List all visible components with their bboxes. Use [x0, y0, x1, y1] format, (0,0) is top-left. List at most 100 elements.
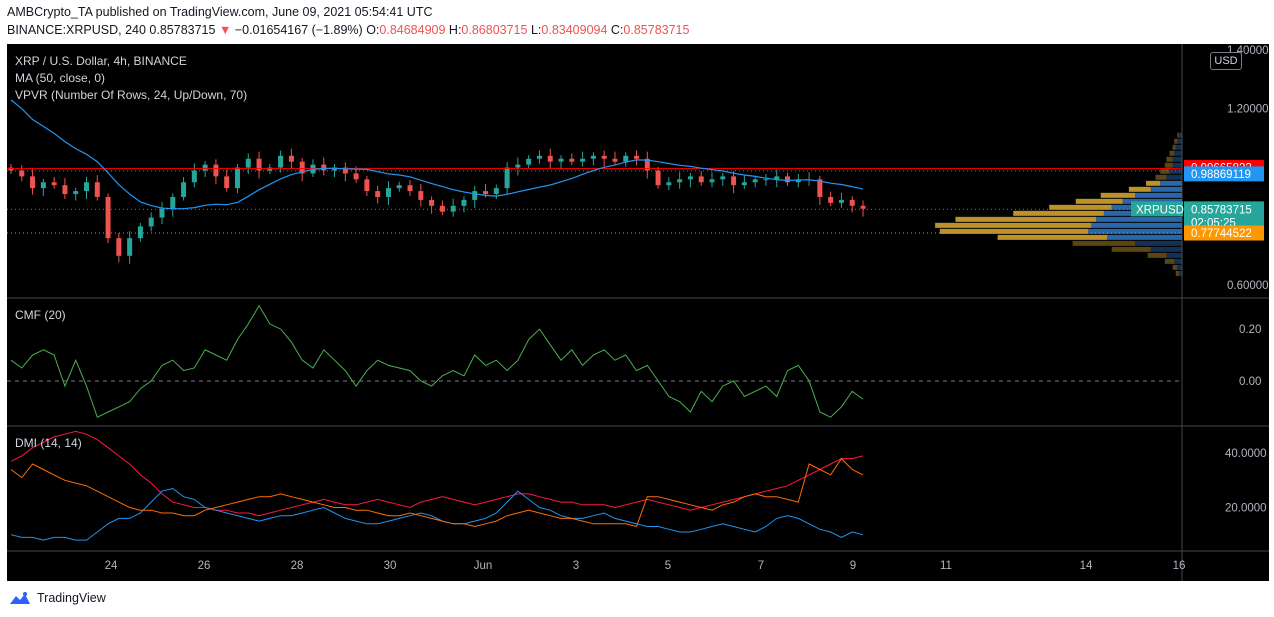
candle-body	[148, 217, 154, 227]
time-axis-tick: 11	[940, 560, 952, 572]
candle-body	[601, 155, 607, 159]
candle-body	[547, 155, 553, 162]
vpvr-down-bar	[997, 234, 1107, 240]
time-axis-tick: 16	[1173, 560, 1186, 572]
high-value: 0.86803715	[461, 23, 528, 37]
vpvr-down-bar	[1072, 240, 1136, 246]
vpvr-down-bar	[1147, 252, 1167, 258]
vpvr-up-bar	[1174, 258, 1182, 264]
candle-body	[40, 182, 46, 189]
vpvr-down-bar	[1128, 186, 1151, 192]
dmi-plus-line	[10, 487, 864, 541]
candle-body	[385, 188, 391, 197]
time-axis-tick: 28	[291, 560, 304, 572]
vpvr-down-bar	[939, 228, 1089, 234]
tradingview-logo[interactable]: TradingView	[8, 591, 106, 605]
candle-body	[483, 191, 489, 195]
candle-body	[191, 170, 197, 183]
vpvr-down-bar	[1172, 144, 1176, 150]
vpvr-down-bar	[935, 222, 1092, 228]
vpvr-up-bar	[1166, 174, 1182, 180]
time-axis-tick: 14	[1080, 560, 1093, 572]
vpvr-down-bar	[1166, 156, 1173, 162]
candle-body	[396, 185, 402, 189]
chart-canvas[interactable]: 1.400000001.200000000.600000000.200.0040…	[7, 44, 1274, 581]
close-label: C:	[610, 23, 624, 37]
candle-body	[159, 208, 165, 218]
vpvr-up-bar	[1135, 240, 1182, 246]
vpvr-down-bar	[1160, 168, 1170, 174]
candle-body	[439, 205, 445, 212]
vpvr-up-bar	[1135, 192, 1182, 198]
symbol-label: XRPUSD	[1136, 204, 1184, 216]
vpvr-down-bar	[1177, 132, 1179, 138]
time-axis-tick: 26	[198, 560, 211, 572]
candle-body	[655, 170, 661, 186]
candle-body	[288, 155, 294, 162]
candle-body	[860, 205, 866, 209]
price-label: 0.98869119	[1191, 169, 1251, 181]
candle-body	[731, 176, 737, 186]
vpvr-legend: VPVR (Number Of Rows, 24, Up/Down, 70)	[15, 88, 248, 102]
candle-body	[698, 176, 704, 183]
candle-body	[644, 158, 650, 171]
cmf-axis-tick: 0.20	[1239, 324, 1261, 336]
candle-body	[558, 158, 564, 162]
main-legend-title: XRP / U.S. Dollar, 4h, BINANCE	[15, 54, 187, 68]
low-label: L:	[530, 23, 542, 37]
vpvr-down-bar	[1164, 258, 1175, 264]
currency-button[interactable]: USD	[1210, 52, 1242, 70]
candle-body	[364, 179, 370, 192]
price-label: 0.77744522	[1191, 228, 1252, 240]
candle-body	[170, 196, 176, 209]
candle-body	[536, 155, 542, 159]
footer: TradingView	[0, 583, 1274, 617]
candle-body	[580, 158, 586, 162]
candle-body	[342, 167, 348, 174]
vpvr-up-bar	[1107, 234, 1182, 240]
candle-body	[375, 191, 381, 197]
candle-body	[741, 182, 747, 186]
candle-body	[278, 155, 284, 168]
open-value: 0.84684909	[379, 23, 446, 37]
time-axis-tick: 24	[105, 560, 118, 572]
candle-body	[30, 176, 36, 189]
candle-body	[73, 191, 79, 195]
ma-legend: MA (50, close, 0)	[15, 71, 106, 85]
footer-brand: TradingView	[37, 591, 106, 605]
price-candles	[7, 148, 1182, 264]
candle-body	[515, 164, 521, 168]
price-axis-tick: 0.60000000	[1227, 280, 1269, 292]
high-label: H:	[448, 23, 462, 37]
vpvr-down-bar	[955, 216, 1097, 222]
candle-body	[62, 185, 68, 195]
candle-body	[105, 196, 111, 239]
vpvr-down-bar	[1169, 150, 1175, 156]
vpvr-up-bar	[1150, 246, 1182, 252]
vpvr-down-bar	[1172, 264, 1178, 270]
time-axis-tick: Jun	[474, 560, 493, 572]
candle-body	[849, 199, 855, 206]
candle-body	[838, 199, 844, 203]
time-axis-tick: 5	[665, 560, 671, 572]
vpvr-up-bar	[1088, 228, 1182, 234]
vpvr-down-bar	[1100, 192, 1136, 198]
candle-body	[590, 155, 596, 159]
candle-body	[429, 199, 435, 206]
candle-body	[687, 176, 693, 180]
vpvr-up-bar	[1177, 138, 1182, 144]
candle-body	[224, 176, 230, 189]
chart-area[interactable]: 1.400000001.200000000.600000000.200.0040…	[7, 44, 1274, 581]
moving-average-line	[10, 99, 864, 210]
vpvr-up-bar	[1177, 264, 1182, 270]
candle-body	[19, 170, 25, 177]
vpvr-down-bar	[1049, 204, 1112, 210]
candle-body	[634, 155, 640, 159]
candle-body	[785, 176, 791, 183]
close-value: 0.85783715	[623, 23, 690, 37]
candle-body	[763, 179, 769, 181]
vpvr-up-bar	[1096, 216, 1182, 222]
price-label: 0.85783715	[1191, 204, 1252, 216]
time-axis-tick: 7	[758, 560, 764, 572]
candle-body	[94, 182, 100, 197]
